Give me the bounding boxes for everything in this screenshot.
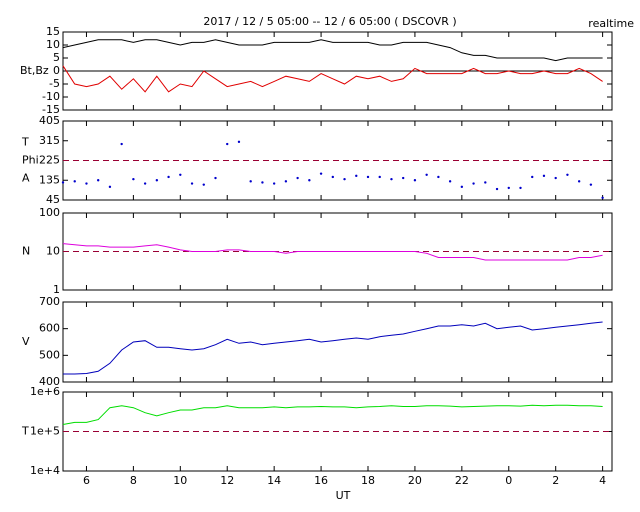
data-point bbox=[237, 140, 241, 144]
data-point bbox=[85, 182, 88, 185]
panel-frame bbox=[62, 301, 613, 383]
y-tick-label: 100 bbox=[39, 206, 60, 219]
data-point bbox=[343, 177, 346, 181]
x-tick-label: 10 bbox=[173, 474, 187, 487]
chart-title: 2017 / 12 / 5 05:00 -- 12 / 6 05:00 ( DS… bbox=[203, 15, 456, 28]
data-point bbox=[249, 180, 252, 183]
data-point bbox=[261, 181, 264, 184]
y-tick-label: 5 bbox=[53, 51, 60, 64]
data-point bbox=[202, 183, 205, 186]
y-axis-label: N bbox=[22, 245, 30, 258]
data-point bbox=[143, 182, 147, 185]
y-tick-label: 500 bbox=[39, 348, 60, 361]
data-point bbox=[495, 187, 499, 191]
y-tick-label: -5 bbox=[49, 77, 60, 90]
x-tick-label: 20 bbox=[408, 474, 422, 487]
y-tick-label: 135 bbox=[39, 173, 60, 186]
data-line bbox=[63, 321, 603, 375]
x-tick-label: 0 bbox=[505, 474, 512, 487]
data-point bbox=[108, 185, 112, 189]
data-point bbox=[401, 176, 405, 180]
y-axis-label: T bbox=[21, 425, 29, 438]
y-axis-label: Phi bbox=[22, 154, 39, 167]
y-tick-label: -10 bbox=[42, 90, 60, 103]
data-point bbox=[460, 185, 464, 189]
data-point bbox=[226, 142, 229, 146]
y-tick-label: 700 bbox=[39, 295, 60, 308]
data-point bbox=[437, 175, 440, 179]
data-point bbox=[120, 142, 123, 146]
data-point bbox=[355, 174, 358, 178]
data-point bbox=[542, 174, 546, 178]
x-tick-label: 22 bbox=[455, 474, 469, 487]
x-tick-label: 14 bbox=[267, 474, 281, 487]
data-point bbox=[425, 173, 428, 176]
data-point bbox=[284, 180, 288, 183]
data-point bbox=[319, 172, 323, 175]
data-point bbox=[577, 180, 581, 183]
y-tick-label: 1e+6 bbox=[30, 385, 60, 398]
data-point bbox=[507, 186, 510, 190]
data-point bbox=[167, 175, 170, 179]
data-point bbox=[308, 179, 311, 182]
data-point bbox=[73, 180, 76, 183]
data-point bbox=[531, 175, 534, 179]
x-tick-label: 8 bbox=[130, 474, 137, 487]
data-point bbox=[132, 177, 135, 181]
data-point bbox=[214, 176, 217, 180]
x-tick-label: 12 bbox=[220, 474, 234, 487]
data-point bbox=[331, 175, 335, 179]
data-point bbox=[179, 173, 182, 176]
y-axis-label: V bbox=[22, 335, 30, 348]
y-tick-label: 225 bbox=[39, 154, 60, 167]
y-axis-label: T bbox=[21, 135, 29, 148]
data-point bbox=[61, 181, 65, 184]
data-point bbox=[589, 183, 593, 186]
y-axis-label: A bbox=[22, 172, 30, 185]
y-axis-label: Bt,Bz bbox=[20, 64, 49, 77]
x-tick-label: 2 bbox=[552, 474, 559, 487]
y-tick-label: 600 bbox=[39, 322, 60, 335]
y-tick-label: 315 bbox=[39, 134, 60, 147]
y-tick-label: 15 bbox=[46, 25, 60, 38]
y-tick-label: 0 bbox=[53, 64, 60, 77]
data-point bbox=[519, 186, 522, 190]
data-point bbox=[155, 179, 159, 182]
data-line bbox=[62, 243, 603, 261]
y-tick-label: 400 bbox=[39, 375, 60, 388]
y-tick-label: 405 bbox=[39, 114, 60, 127]
x-tick-label: 16 bbox=[314, 474, 328, 487]
data-point bbox=[272, 182, 276, 185]
data-point bbox=[413, 179, 417, 182]
data-point bbox=[448, 180, 452, 183]
data-line bbox=[62, 39, 603, 62]
data-point bbox=[472, 182, 475, 185]
y-tick-label: 1 bbox=[53, 283, 60, 296]
y-tick-label: 10 bbox=[46, 245, 60, 258]
data-line bbox=[62, 65, 603, 93]
y-tick-label: 45 bbox=[46, 193, 60, 206]
data-line bbox=[62, 404, 603, 425]
data-point bbox=[96, 179, 100, 182]
y-tick-label: 1e+4 bbox=[30, 464, 60, 477]
y-tick-label: 1e+5 bbox=[30, 425, 60, 438]
data-point bbox=[390, 177, 393, 181]
data-point bbox=[378, 175, 381, 179]
data-point bbox=[554, 176, 557, 180]
data-point bbox=[566, 173, 569, 176]
data-point bbox=[296, 176, 299, 180]
x-tick-label: 18 bbox=[361, 474, 375, 487]
data-point bbox=[190, 182, 194, 185]
x-axis-label: UT bbox=[336, 489, 351, 502]
data-point bbox=[366, 175, 370, 179]
chart-subtitle: realtime bbox=[588, 17, 634, 30]
x-tick-label: 4 bbox=[599, 474, 606, 487]
y-tick-label: -15 bbox=[42, 103, 60, 116]
y-tick-label: 10 bbox=[46, 38, 60, 51]
data-point bbox=[484, 181, 487, 184]
x-tick-label: 6 bbox=[83, 474, 90, 487]
data-point bbox=[601, 196, 604, 200]
